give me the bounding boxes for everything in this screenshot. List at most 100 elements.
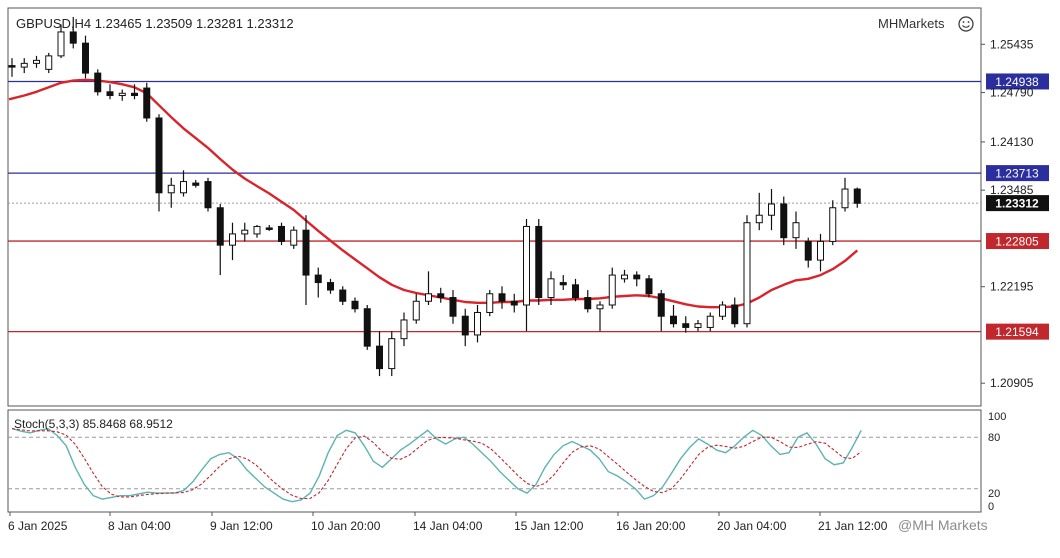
candle bbox=[719, 301, 726, 320]
candle-body bbox=[229, 233, 236, 246]
candle-body bbox=[596, 304, 604, 310]
candle-body bbox=[155, 117, 163, 194]
stoch-header: Stoch(5,3,3) 85.8468 68.9512 bbox=[14, 417, 173, 431]
candle-body bbox=[817, 240, 824, 261]
candle bbox=[731, 297, 739, 328]
price-tick-label: 1.24790 bbox=[990, 86, 1034, 100]
candle-body bbox=[192, 182, 200, 186]
candle bbox=[376, 331, 383, 377]
candle-body bbox=[804, 240, 812, 261]
candle bbox=[817, 233, 824, 272]
candle bbox=[768, 189, 775, 231]
candle bbox=[278, 222, 285, 246]
time-tick-label: 6 Jan 2025 bbox=[8, 519, 68, 533]
candle bbox=[486, 290, 494, 317]
level-label: 1.22805 bbox=[995, 235, 1039, 249]
candle-body bbox=[314, 274, 322, 284]
candle-body bbox=[461, 315, 469, 336]
candle bbox=[94, 69, 102, 96]
watermark-text: MHMarkets bbox=[878, 16, 945, 31]
candle-body bbox=[694, 323, 702, 328]
candle bbox=[633, 271, 641, 287]
candle bbox=[437, 287, 445, 303]
candle-body bbox=[829, 207, 837, 242]
moving-average-layer bbox=[8, 78, 859, 309]
candle-body bbox=[363, 308, 371, 347]
candle bbox=[412, 293, 420, 324]
stoch-panel-frame bbox=[7, 409, 982, 513]
level-label-bg bbox=[986, 233, 1049, 250]
level-label: 1.23713 bbox=[995, 167, 1039, 181]
level-label: 1.24938 bbox=[995, 75, 1039, 89]
candle bbox=[572, 278, 579, 302]
candle bbox=[829, 200, 837, 246]
candle-body bbox=[388, 338, 396, 370]
candle-body bbox=[486, 293, 494, 313]
candle-body bbox=[82, 42, 89, 74]
candle bbox=[535, 218, 543, 306]
candle bbox=[241, 222, 249, 242]
candle bbox=[180, 170, 187, 197]
candle bbox=[559, 275, 567, 291]
candle-body bbox=[94, 72, 102, 93]
candle-body bbox=[131, 92, 138, 97]
candle-body bbox=[425, 293, 432, 302]
candle-body bbox=[449, 297, 457, 317]
candle-body bbox=[118, 92, 126, 97]
current-price-tag bbox=[986, 195, 1049, 212]
candle bbox=[706, 312, 714, 332]
candle-body bbox=[302, 229, 310, 276]
candle bbox=[547, 271, 555, 306]
candle bbox=[8, 58, 16, 77]
candle bbox=[33, 55, 40, 68]
candle-body bbox=[376, 345, 383, 370]
candle-body bbox=[731, 304, 739, 325]
time-tick-label: 21 Jan 12:00 bbox=[818, 519, 888, 533]
candle bbox=[853, 187, 861, 208]
candle bbox=[694, 319, 702, 332]
price-tick-label: 1.23485 bbox=[990, 183, 1034, 197]
candle-body bbox=[290, 229, 298, 246]
candle bbox=[106, 84, 114, 100]
candle-body bbox=[180, 181, 187, 194]
candle bbox=[82, 35, 89, 79]
candle-body bbox=[523, 225, 530, 306]
candle bbox=[584, 290, 592, 313]
candle bbox=[498, 286, 506, 309]
candle bbox=[143, 82, 151, 122]
candle-body bbox=[780, 203, 788, 239]
candle-body bbox=[216, 207, 224, 246]
candle-body bbox=[143, 87, 151, 119]
stoch-main-line bbox=[11, 427, 862, 503]
level-label-bg bbox=[986, 73, 1049, 90]
time-tick-label: 10 Jan 20:00 bbox=[311, 519, 381, 533]
candle bbox=[216, 204, 224, 276]
candle-body bbox=[351, 300, 359, 310]
candle-body bbox=[167, 184, 175, 194]
candle bbox=[523, 218, 530, 332]
candle bbox=[461, 308, 469, 347]
candle-body bbox=[498, 293, 506, 302]
time-tick-label: 15 Jan 12:00 bbox=[514, 519, 584, 533]
candle bbox=[388, 331, 396, 377]
candle-body bbox=[412, 300, 420, 321]
candle bbox=[780, 196, 788, 246]
candle bbox=[290, 226, 298, 249]
candle-body bbox=[743, 222, 751, 325]
price-panel-frame bbox=[7, 7, 982, 407]
candle bbox=[657, 290, 665, 332]
candle-body bbox=[706, 315, 714, 328]
price-tick-label: 1.20905 bbox=[990, 376, 1034, 390]
candle-body bbox=[559, 282, 567, 286]
candle-body bbox=[204, 181, 212, 209]
candle-body bbox=[69, 31, 77, 44]
candle-body bbox=[633, 274, 641, 280]
levels-layer: 1.24938 1.23713 1.22805 1.21594 1.23312 bbox=[8, 73, 1049, 340]
time-axis-layer: 6 Jan 2025 8 Jan 04:00 9 Jan 12:00 10 Jan 2… bbox=[8, 512, 888, 533]
candle bbox=[621, 269, 628, 283]
candle bbox=[327, 278, 334, 294]
candles-layer bbox=[8, 16, 861, 377]
candle-body bbox=[535, 225, 543, 299]
